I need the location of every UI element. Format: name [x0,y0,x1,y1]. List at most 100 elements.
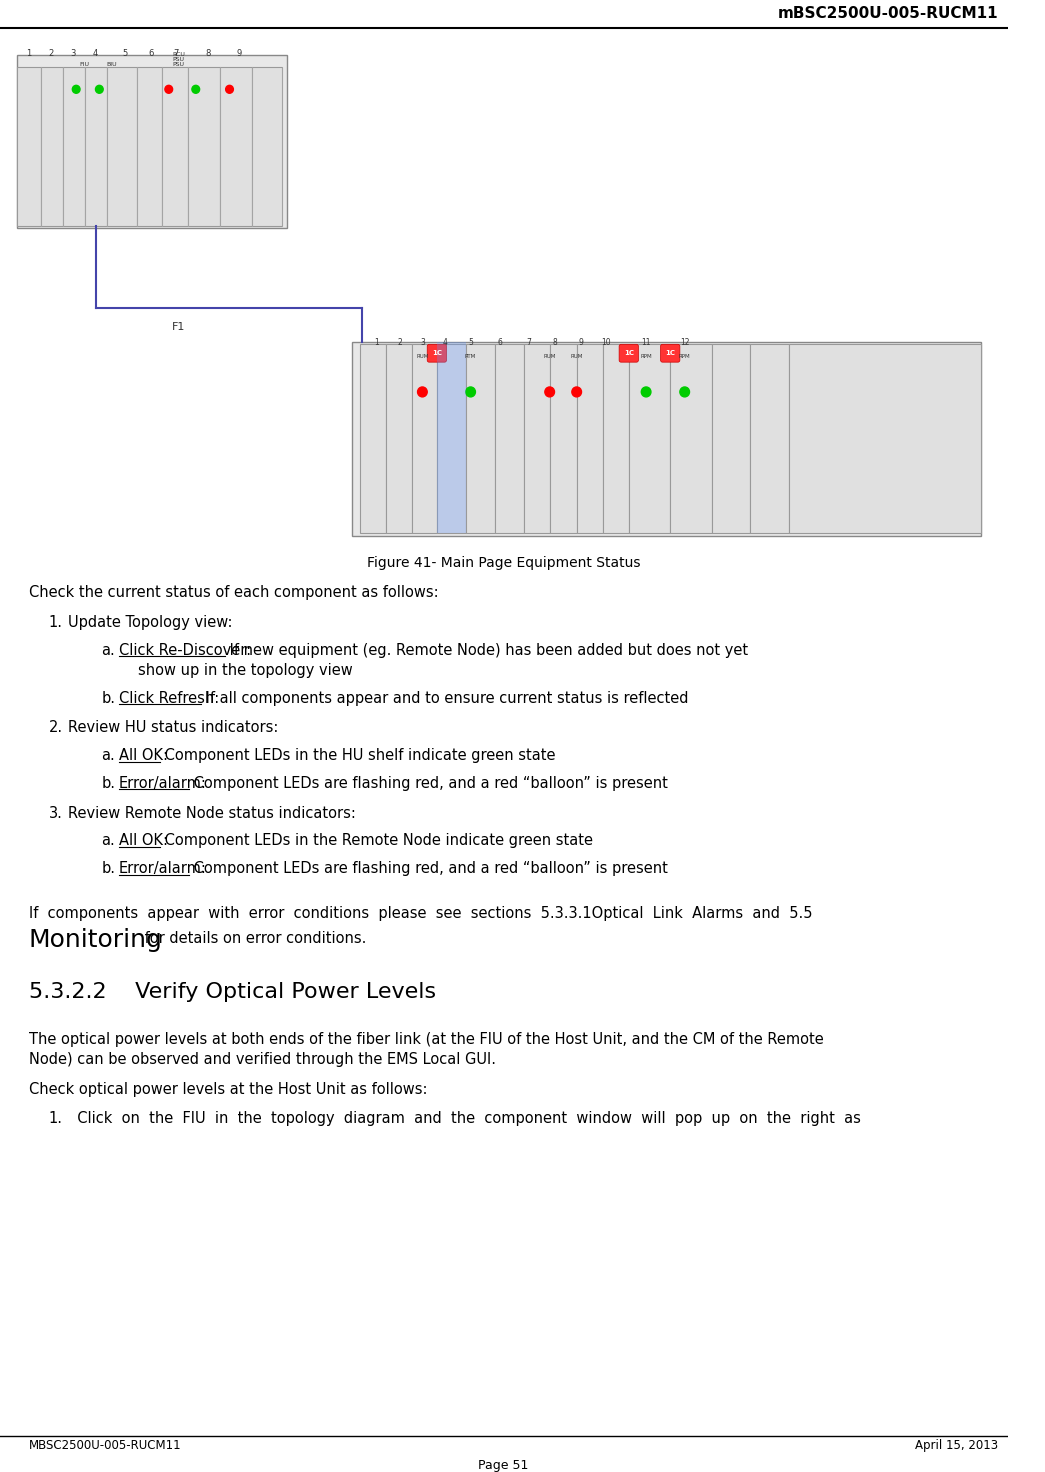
Text: 12: 12 [680,339,690,347]
Text: 1C: 1C [666,350,675,356]
Bar [137,68,162,227]
Bar [18,68,41,227]
Text: RUM: RUM [416,355,428,359]
Text: RTM: RTM [465,355,477,359]
Text: 5: 5 [122,49,127,57]
Text: 4: 4 [442,339,447,347]
Text: 5.3.2.2    Verify Optical Power Levels: 5.3.2.2 Verify Optical Power Levels [29,982,436,1002]
Text: 6: 6 [497,339,502,347]
Bar [437,344,466,533]
Bar [85,68,107,227]
Text: for details on error conditions.: for details on error conditions. [140,930,366,945]
Text: b.: b. [101,690,115,705]
Text: Component LEDs are flashing red, and a red “balloon” is present: Component LEDs are flashing red, and a r… [189,861,668,876]
Text: Figure 41- Main Page Equipment Status: Figure 41- Main Page Equipment Status [367,555,641,570]
Text: 8: 8 [552,339,557,347]
Text: 1C: 1C [432,350,442,356]
Text: b.: b. [101,861,115,876]
Text: FIU: FIU [79,62,89,68]
Text: 5: 5 [468,339,473,347]
Circle shape [466,387,475,397]
Text: a.: a. [101,833,115,848]
Bar [494,344,524,533]
Text: If new equipment (eg. Remote Node) has been added but does not yet: If new equipment (eg. Remote Node) has b… [225,643,747,658]
Text: 6: 6 [148,49,154,57]
Circle shape [544,387,555,397]
FancyBboxPatch shape [427,344,446,362]
Text: If  components  appear  with  error  conditions  please  see  sections  5.3.3.1O: If components appear with error conditio… [29,905,812,921]
Text: RUM: RUM [571,355,583,359]
Text: 1: 1 [374,339,378,347]
Text: 1C: 1C [624,350,633,356]
Text: a.: a. [101,643,115,658]
Bar [359,344,386,533]
Text: 1.: 1. [49,615,63,630]
Text: 3.: 3. [49,805,63,821]
Text: Update Topology view:: Update Topology view: [68,615,232,630]
Text: Click Re-Discover:: Click Re-Discover: [119,643,251,658]
Text: b.: b. [101,776,115,790]
Text: 2: 2 [48,49,53,57]
Bar [41,68,63,227]
Text: 1.: 1. [49,1111,63,1126]
Text: Click Refresh:: Click Refresh: [119,690,218,705]
Text: 4: 4 [93,49,98,57]
Bar [670,344,712,533]
Text: Page 51: Page 51 [479,1459,529,1472]
Circle shape [680,387,690,397]
Bar [252,68,281,227]
FancyBboxPatch shape [660,344,680,362]
FancyBboxPatch shape [18,54,287,228]
Text: a.: a. [101,748,115,762]
Bar [789,344,981,533]
Circle shape [226,85,233,93]
Text: 2: 2 [398,339,402,347]
FancyBboxPatch shape [619,344,638,362]
Circle shape [642,387,651,397]
Bar [466,344,494,533]
Text: 3: 3 [71,49,76,57]
Bar [577,344,603,533]
Text: Component LEDs in the HU shelf indicate green state: Component LEDs in the HU shelf indicate … [160,748,555,762]
Text: show up in the topology view: show up in the topology view [138,662,352,677]
Circle shape [418,387,427,397]
Circle shape [572,387,581,397]
Bar [712,344,750,533]
Text: BIU: BIU [107,62,117,68]
Text: 9: 9 [236,49,241,57]
Text: 9: 9 [578,339,583,347]
Text: Component LEDs are flashing red, and a red “balloon” is present: Component LEDs are flashing red, and a r… [189,776,668,790]
Text: Node) can be observed and verified through the EMS Local GUI.: Node) can be observed and verified throu… [29,1052,496,1067]
Bar [629,344,670,533]
Text: The optical power levels at both ends of the fiber link (at the FIU of the Host : The optical power levels at both ends of… [29,1032,823,1047]
Text: RCU
PSU
PSU: RCU PSU PSU [172,53,185,68]
Bar [750,344,789,533]
Text: Monitoring: Monitoring [29,927,163,952]
Text: mBSC2500U-005-RUCM11: mBSC2500U-005-RUCM11 [777,6,998,22]
Circle shape [165,85,172,93]
Text: Check the current status of each component as follows:: Check the current status of each compone… [29,586,439,601]
Text: MBSC2500U-005-RUCM11: MBSC2500U-005-RUCM11 [29,1438,182,1451]
Bar [603,344,629,533]
Circle shape [192,85,200,93]
Circle shape [95,85,103,93]
Text: Click  on  the  FIU  in  the  topology  diagram  and  the  component  window  wi: Click on the FIU in the topology diagram… [68,1111,860,1126]
Text: RPM: RPM [641,355,652,359]
Text: F1: F1 [171,322,185,333]
Bar [107,68,137,227]
Text: Error/alarm:: Error/alarm: [119,861,207,876]
Text: 10: 10 [601,339,610,347]
Text: Error/alarm:: Error/alarm: [119,776,207,790]
Bar [63,68,85,227]
Text: RPM: RPM [679,355,691,359]
FancyBboxPatch shape [352,343,981,536]
Bar [437,343,466,533]
Text: 7: 7 [173,49,179,57]
Text: Review HU status indicators:: Review HU status indicators: [68,720,278,736]
Text: All OK:: All OK: [119,833,167,848]
Text: Review Remote Node status indicators:: Review Remote Node status indicators: [68,805,355,821]
Text: 1: 1 [26,49,31,57]
Text: 2.: 2. [48,720,63,736]
Text: RUM: RUM [543,355,556,359]
Text: April 15, 2013: April 15, 2013 [915,1438,998,1451]
